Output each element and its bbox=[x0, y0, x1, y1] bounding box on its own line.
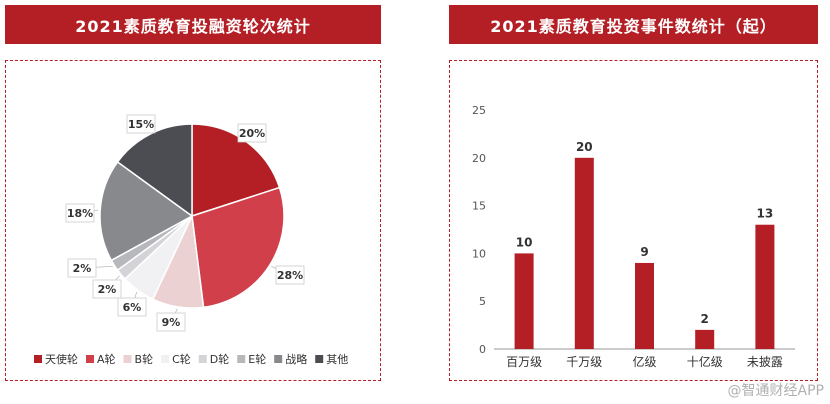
pie-label-box-1 bbox=[275, 265, 305, 285]
legend-swatch-3 bbox=[161, 355, 170, 363]
x-category-label-1: 千万级 bbox=[566, 355, 602, 369]
bar-chart-frame: 0 5 10 15 20 25 10 百万级 20 千万级 9 亿级 2 十亿级 13 未披露 bbox=[449, 60, 818, 381]
legend-label-1: A轮 bbox=[97, 352, 116, 366]
legend-swatch-5 bbox=[237, 355, 246, 363]
bar-value-label-4: 13 bbox=[757, 207, 774, 221]
legend-label-2: B轮 bbox=[135, 352, 154, 366]
bar-0 bbox=[514, 253, 534, 349]
y-tick-label-3: 15 bbox=[472, 200, 486, 213]
legend-label-0: 天使轮 bbox=[45, 352, 78, 366]
legend-swatch-1 bbox=[86, 355, 94, 363]
bar-panel-title: 2021素质教育投资事件数统计（起） bbox=[449, 5, 818, 44]
x-category-label-3: 十亿级 bbox=[687, 354, 723, 369]
legend-swatch-7 bbox=[315, 355, 324, 363]
legend-label-4: D轮 bbox=[210, 352, 229, 366]
x-category-label-2: 亿级 bbox=[632, 354, 656, 369]
bar-chart: 0 5 10 15 20 25 10 百万级 20 千万级 9 亿级 2 十亿级 13 未披露 bbox=[472, 104, 795, 369]
pie-label-box-4 bbox=[92, 279, 122, 299]
y-tick-label-5: 25 bbox=[472, 104, 486, 117]
bar-2 bbox=[635, 262, 654, 349]
legend-swatch-2 bbox=[123, 355, 132, 363]
pie-data-label-2: 9% bbox=[162, 316, 181, 329]
bar-3 bbox=[695, 329, 715, 349]
pie-data-label-7: 15% bbox=[128, 118, 154, 131]
pie-slice-1 bbox=[191, 186, 285, 309]
legend-label-3: C轮 bbox=[172, 352, 191, 366]
y-tick-label-0: 0 bbox=[479, 343, 486, 356]
pie-label-box-3 bbox=[117, 297, 147, 317]
y-tick-label-4: 20 bbox=[472, 152, 486, 165]
pie-label-box-6 bbox=[65, 203, 95, 223]
pie-panel-title: 2021素质教育投融资轮次统计 bbox=[5, 5, 381, 44]
bar-1 bbox=[574, 157, 594, 349]
pie-label-box-0 bbox=[237, 123, 267, 143]
pie-slice-6 bbox=[99, 160, 194, 262]
y-tick-label-1: 5 bbox=[479, 295, 486, 308]
pie-data-label-4: 2% bbox=[98, 283, 117, 296]
legend-label-6: 战略 bbox=[285, 352, 307, 366]
bar-4 bbox=[755, 224, 775, 349]
x-category-label-4: 未披露 bbox=[747, 355, 783, 369]
legend-swatch-0 bbox=[34, 355, 42, 363]
pie-data-label-3: 6% bbox=[123, 301, 142, 314]
pie-data-label-0: 20% bbox=[239, 127, 265, 140]
bar-value-label-2: 9 bbox=[640, 245, 648, 259]
pie-data-label-1: 28% bbox=[277, 269, 303, 282]
y-tick-label-2: 10 bbox=[472, 247, 486, 260]
pie-data-label-6: 18% bbox=[67, 207, 93, 220]
legend-label-7: 其他 bbox=[326, 353, 348, 366]
x-category-label-0: 百万级 bbox=[506, 355, 542, 369]
bar-value-label-3: 2 bbox=[701, 312, 709, 326]
pie-label-box-2 bbox=[156, 312, 186, 332]
legend-label-5: E轮 bbox=[248, 352, 266, 366]
bar-value-label-1: 20 bbox=[576, 140, 593, 154]
pie-chart-frame: 20% 28% 9% 6% 2% 2% 18% 15% 天使轮 A轮 B轮 C轮 D轮 E轮 战略 其他 bbox=[5, 60, 381, 381]
legend-swatch-4 bbox=[198, 355, 207, 363]
pie-chart: 20% 28% 9% 6% 2% 2% 18% 15% 天使轮 A轮 B轮 C轮 D轮 E轮 战略 其他 bbox=[34, 114, 348, 366]
pie-label-box-5 bbox=[67, 258, 97, 278]
legend-swatch-6 bbox=[274, 355, 283, 363]
pie-label-box-7 bbox=[126, 114, 156, 134]
watermark: @智通财经APP bbox=[727, 383, 824, 399]
pie-slice-7 bbox=[116, 123, 193, 218]
bar-value-label-0: 10 bbox=[516, 235, 533, 249]
pie-data-label-5: 2% bbox=[73, 262, 92, 275]
